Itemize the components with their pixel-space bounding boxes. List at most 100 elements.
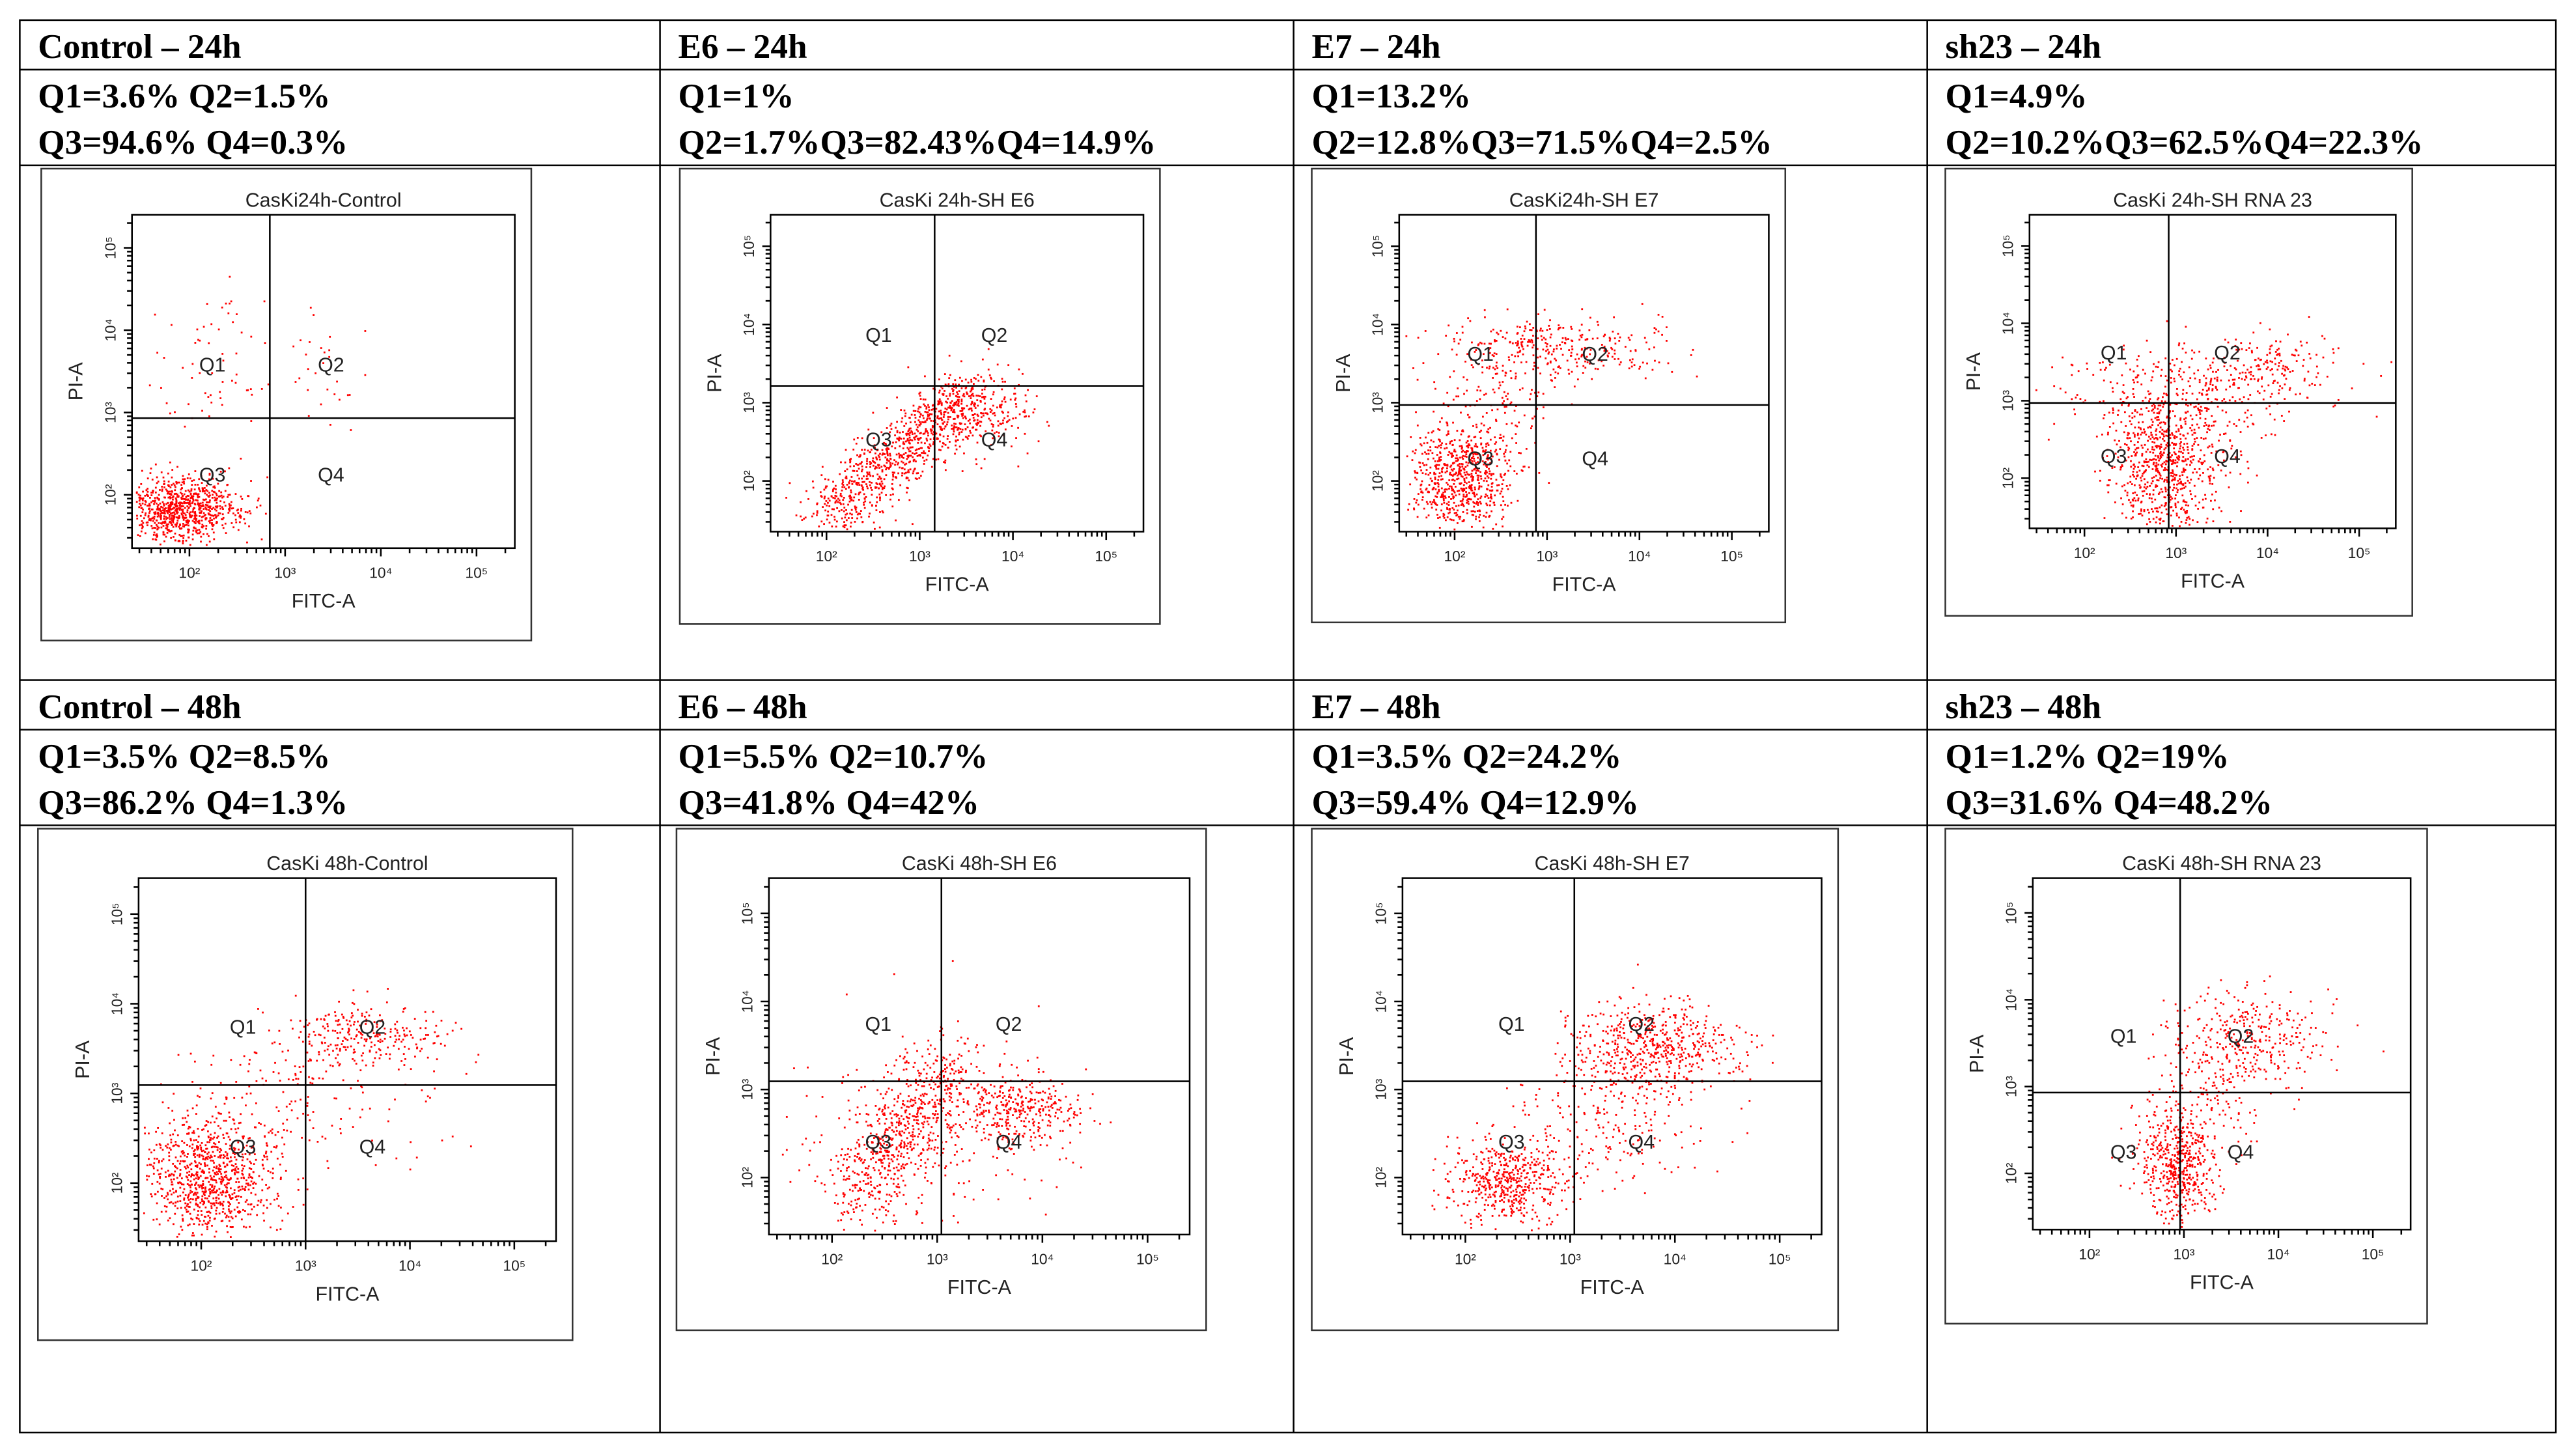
event-dot (958, 376, 961, 379)
event-dot (851, 480, 853, 483)
event-dot (2132, 379, 2134, 381)
event-dot (1453, 490, 1455, 492)
event-dot (1522, 348, 1524, 350)
event-dot (1437, 479, 1440, 481)
event-dot (1413, 508, 1416, 511)
event-dot (156, 512, 159, 515)
event-dot (2142, 421, 2144, 423)
event-dot (1471, 514, 1474, 516)
event-dot (169, 503, 172, 506)
event-dot (1450, 485, 1453, 488)
event-dot (2261, 378, 2263, 380)
x-axis-label: FITC-A (2181, 570, 2245, 593)
event-dot (966, 391, 968, 394)
event-dot (196, 499, 199, 501)
event-dot (176, 507, 178, 510)
event-dot (2191, 448, 2194, 451)
event-dot (2193, 484, 2196, 487)
event-dot (953, 411, 956, 413)
event-dot (2173, 378, 2175, 380)
event-dot (2127, 456, 2130, 458)
event-dot (824, 478, 826, 481)
event-dot (1026, 452, 1029, 455)
event-dot (200, 475, 203, 477)
event-dot (210, 1155, 212, 1157)
event-dot (1451, 440, 1453, 442)
event-dot (958, 445, 961, 448)
event-dot (2149, 520, 2151, 523)
event-dot (1523, 466, 1526, 468)
event-dot (858, 468, 860, 470)
event-dot (222, 508, 224, 511)
event-dot (162, 533, 165, 536)
event-dot (841, 517, 843, 520)
event-dot (885, 474, 888, 477)
event-dot (171, 512, 174, 514)
event-dot (231, 522, 233, 524)
event-dot (2180, 508, 2182, 511)
event-dot (2250, 414, 2252, 417)
event-dot (1025, 400, 1028, 402)
event-dot (2146, 481, 2149, 484)
event-dot (1509, 402, 1512, 405)
event-dot (221, 513, 224, 516)
event-dot (1444, 471, 1447, 474)
event-dot (1444, 464, 1446, 466)
event-dot (209, 513, 211, 516)
event-dot (1001, 410, 1003, 413)
event-dot (2198, 403, 2200, 405)
event-dot (191, 514, 193, 517)
event-dot (2274, 357, 2276, 359)
event-dot (2205, 382, 2207, 384)
event-dot (1459, 516, 1462, 518)
event-dot (1488, 348, 1490, 350)
event-dot (951, 400, 953, 402)
event-dot (222, 359, 225, 362)
event-dot (1549, 361, 1552, 364)
event-dot (1444, 496, 1447, 499)
event-dot (854, 493, 857, 496)
event-dot (1504, 406, 1506, 408)
event-dot (2265, 407, 2268, 410)
event-dot (218, 1188, 221, 1190)
event-dot (2149, 427, 2152, 428)
event-dot (198, 487, 200, 490)
event-dot (2177, 458, 2180, 461)
event-dot (2250, 366, 2252, 369)
event-dot (2174, 459, 2177, 462)
event-dot (232, 1164, 235, 1167)
event-dot (166, 525, 169, 528)
event-dot (162, 476, 165, 479)
event-dot (1641, 303, 1644, 305)
event-dot (996, 406, 998, 409)
event-dot (1495, 441, 1498, 443)
event-dot (1496, 367, 1499, 369)
event-dot (899, 484, 902, 486)
event-dot (2239, 450, 2242, 453)
event-dot (2179, 445, 2182, 447)
event-dot (1455, 354, 1458, 356)
event-dot (1618, 340, 1621, 342)
event-dot (1009, 399, 1012, 401)
event-dot (2155, 445, 2157, 447)
event-dot (2209, 483, 2211, 484)
event-dot (2191, 424, 2194, 427)
event-dot (886, 407, 888, 409)
event-dot (1510, 401, 1513, 404)
event-dot (201, 526, 203, 528)
event-dot (2271, 373, 2274, 376)
event-dot (2145, 487, 2147, 490)
event-dot (171, 324, 173, 326)
event-dot (212, 531, 215, 534)
event-dot (259, 1201, 262, 1203)
event-dot (2133, 464, 2134, 466)
event-dot (2179, 438, 2182, 440)
event-dot (147, 494, 148, 496)
event-dot (856, 474, 859, 477)
event-dot (152, 520, 154, 522)
event-dot (178, 525, 180, 528)
event-dot (2180, 520, 2183, 523)
event-dot (245, 1144, 248, 1147)
event-dot (856, 470, 858, 472)
event-dot (914, 417, 917, 419)
